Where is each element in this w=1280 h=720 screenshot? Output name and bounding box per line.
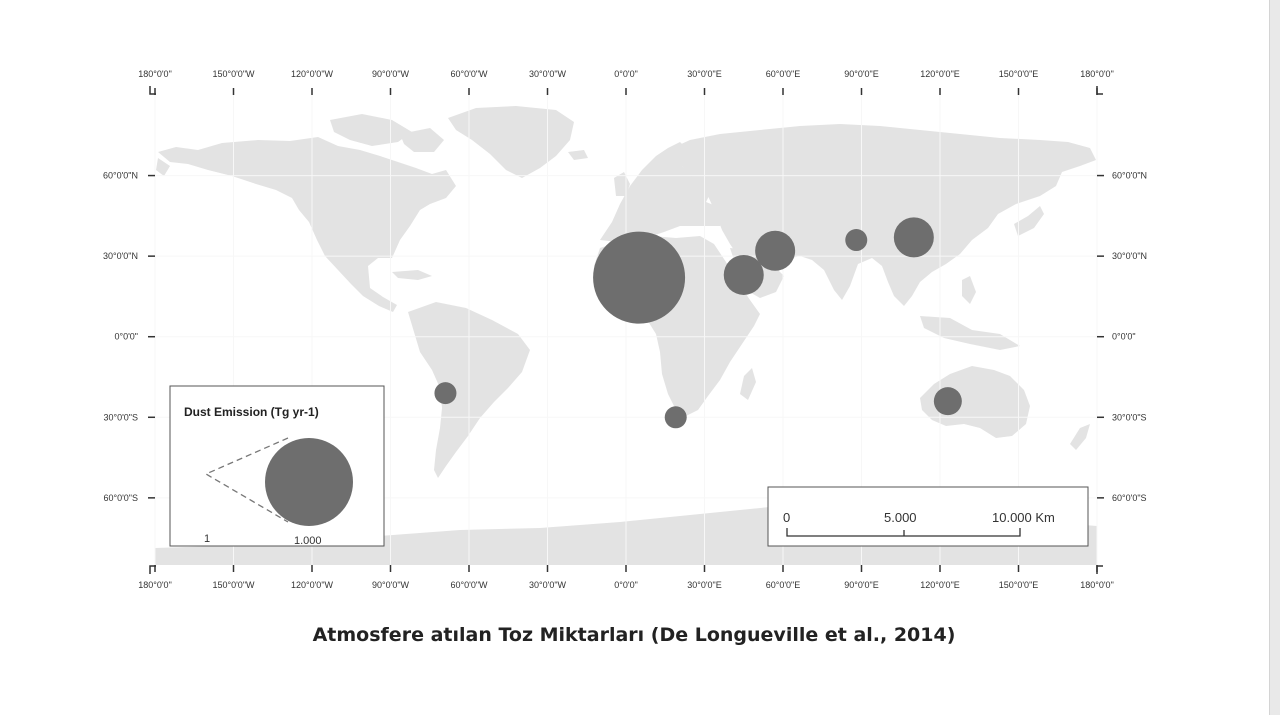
legend-circle-max — [265, 438, 353, 526]
lon-label-bottom-30-0-0-e: 30°0'0"E — [687, 580, 722, 590]
north-america-landmass — [158, 137, 456, 312]
lon-label-bottom-30-0-0-w: 30°0'0"W — [529, 580, 567, 590]
lat-label-left-30-0-0-n: 30°0'0"N — [103, 251, 138, 261]
legend: Dust Emission (Tg yr-1) 1 1.000 — [169, 385, 385, 547]
legend-max-label: 1.000 — [294, 535, 322, 547]
dust-source-circle-3 — [755, 230, 796, 271]
philippines-landmass — [962, 276, 976, 304]
lon-label-bottom-150-0-0-e: 150°0'0"E — [999, 580, 1039, 590]
arctic-islands-east — [400, 128, 444, 152]
scale-bar: 0 5.000 10.000 Km — [767, 486, 1089, 547]
corner-mark-tr — [1096, 86, 1103, 95]
dust-emission-circles — [434, 217, 962, 429]
lon-label-top-60-0-0-e: 60°0'0"E — [766, 69, 801, 79]
dust-source-circle-5 — [893, 217, 934, 258]
lon-label-top-180-0-0: 180°0'0" — [138, 69, 172, 79]
iceland-landmass — [568, 150, 588, 160]
lon-label-top-30-0-0-e: 30°0'0"E — [687, 69, 722, 79]
lat-label-left-60-0-0-n: 60°0'0"N — [103, 171, 138, 181]
lon-label-top-150-0-0-w: 150°0'0"W — [212, 69, 255, 79]
scale-label-5000: 5.000 — [884, 510, 917, 525]
lon-label-top-90-0-0-w: 90°0'0"W — [372, 69, 410, 79]
dust-source-circle-7 — [664, 406, 687, 429]
lon-label-top-180-0-0: 180°0'0" — [1080, 69, 1114, 79]
lon-label-bottom-150-0-0-w: 150°0'0"W — [212, 580, 255, 590]
lat-label-left-60-0-0-s: 60°0'0"S — [103, 493, 138, 503]
lon-label-top-60-0-0-w: 60°0'0"W — [450, 69, 488, 79]
lat-label-right-0-0-0: 0°0'0" — [1112, 332, 1136, 342]
legend-min-label: 1 — [204, 533, 210, 545]
dust-source-circle-1 — [593, 231, 686, 324]
lat-label-right-30-0-0-s: 30°0'0"S — [1112, 412, 1147, 422]
lat-label-right-30-0-0-n: 30°0'0"N — [1112, 251, 1147, 261]
lon-label-bottom-90-0-0-w: 90°0'0"W — [372, 580, 410, 590]
lon-label-top-30-0-0-w: 30°0'0"W — [529, 69, 567, 79]
lon-label-bottom-180-0-0: 180°0'0" — [1080, 580, 1114, 590]
corner-marks — [149, 86, 1103, 574]
caribbean-islands — [392, 270, 432, 280]
lat-label-right-60-0-0-s: 60°0'0"S — [1112, 493, 1147, 503]
lon-label-bottom-60-0-0-w: 60°0'0"W — [450, 580, 488, 590]
australia-landmass — [920, 366, 1030, 438]
europe-landmass — [600, 142, 730, 242]
corner-mark-tl — [149, 86, 156, 95]
legend-title: Dust Emission (Tg yr-1) — [184, 405, 319, 419]
lon-label-bottom-0-0-0: 0°0'0" — [614, 580, 638, 590]
dust-source-circle-8 — [933, 387, 962, 416]
lat-label-left-0-0-0: 0°0'0" — [114, 332, 138, 342]
scale-bar-line — [786, 528, 1021, 537]
lon-label-bottom-120-0-0-w: 120°0'0"W — [291, 580, 334, 590]
lat-label-left-30-0-0-s: 30°0'0"S — [103, 412, 138, 422]
new-zealand-landmass — [1070, 424, 1090, 450]
lon-label-top-150-0-0-e: 150°0'0"E — [999, 69, 1039, 79]
corner-mark-bl — [149, 565, 156, 574]
legend-dashed-guide — [204, 437, 289, 523]
japan-landmass — [1014, 206, 1044, 236]
madagascar-landmass — [740, 368, 756, 400]
arctic-islands — [330, 114, 412, 146]
page-edge — [1269, 0, 1280, 715]
corner-mark-br — [1096, 565, 1103, 574]
dust-source-circle-4 — [845, 229, 868, 252]
alaska-landmass — [156, 158, 170, 176]
lon-label-top-90-0-0-e: 90°0'0"E — [844, 69, 879, 79]
southeast-asia-islands — [920, 316, 1020, 350]
scale-label-10000: 10.000 Km — [992, 510, 1055, 525]
dust-source-circle-2 — [723, 254, 764, 295]
lon-label-bottom-90-0-0-e: 90°0'0"E — [844, 580, 879, 590]
greenland-landmass — [448, 106, 574, 178]
lon-label-top-120-0-0-e: 120°0'0"E — [920, 69, 960, 79]
lon-label-bottom-60-0-0-e: 60°0'0"E — [766, 580, 801, 590]
figure-caption: Atmosfere atılan Toz Miktarları (De Long… — [312, 624, 956, 646]
lon-label-top-0-0-0: 0°0'0" — [614, 69, 638, 79]
lon-label-bottom-180-0-0: 180°0'0" — [138, 580, 172, 590]
coordinate-ticks: 180°0'0" 180°0'0" 150°0'0"W 150°0'0"W 120°0'… — [103, 69, 1147, 590]
lon-label-bottom-120-0-0-e: 120°0'0"E — [920, 580, 960, 590]
lon-label-top-120-0-0-w: 120°0'0"W — [291, 69, 334, 79]
lat-label-right-60-0-0-n: 60°0'0"N — [1112, 171, 1147, 181]
scale-label-0: 0 — [783, 510, 790, 525]
dust-source-circle-6 — [434, 382, 457, 405]
